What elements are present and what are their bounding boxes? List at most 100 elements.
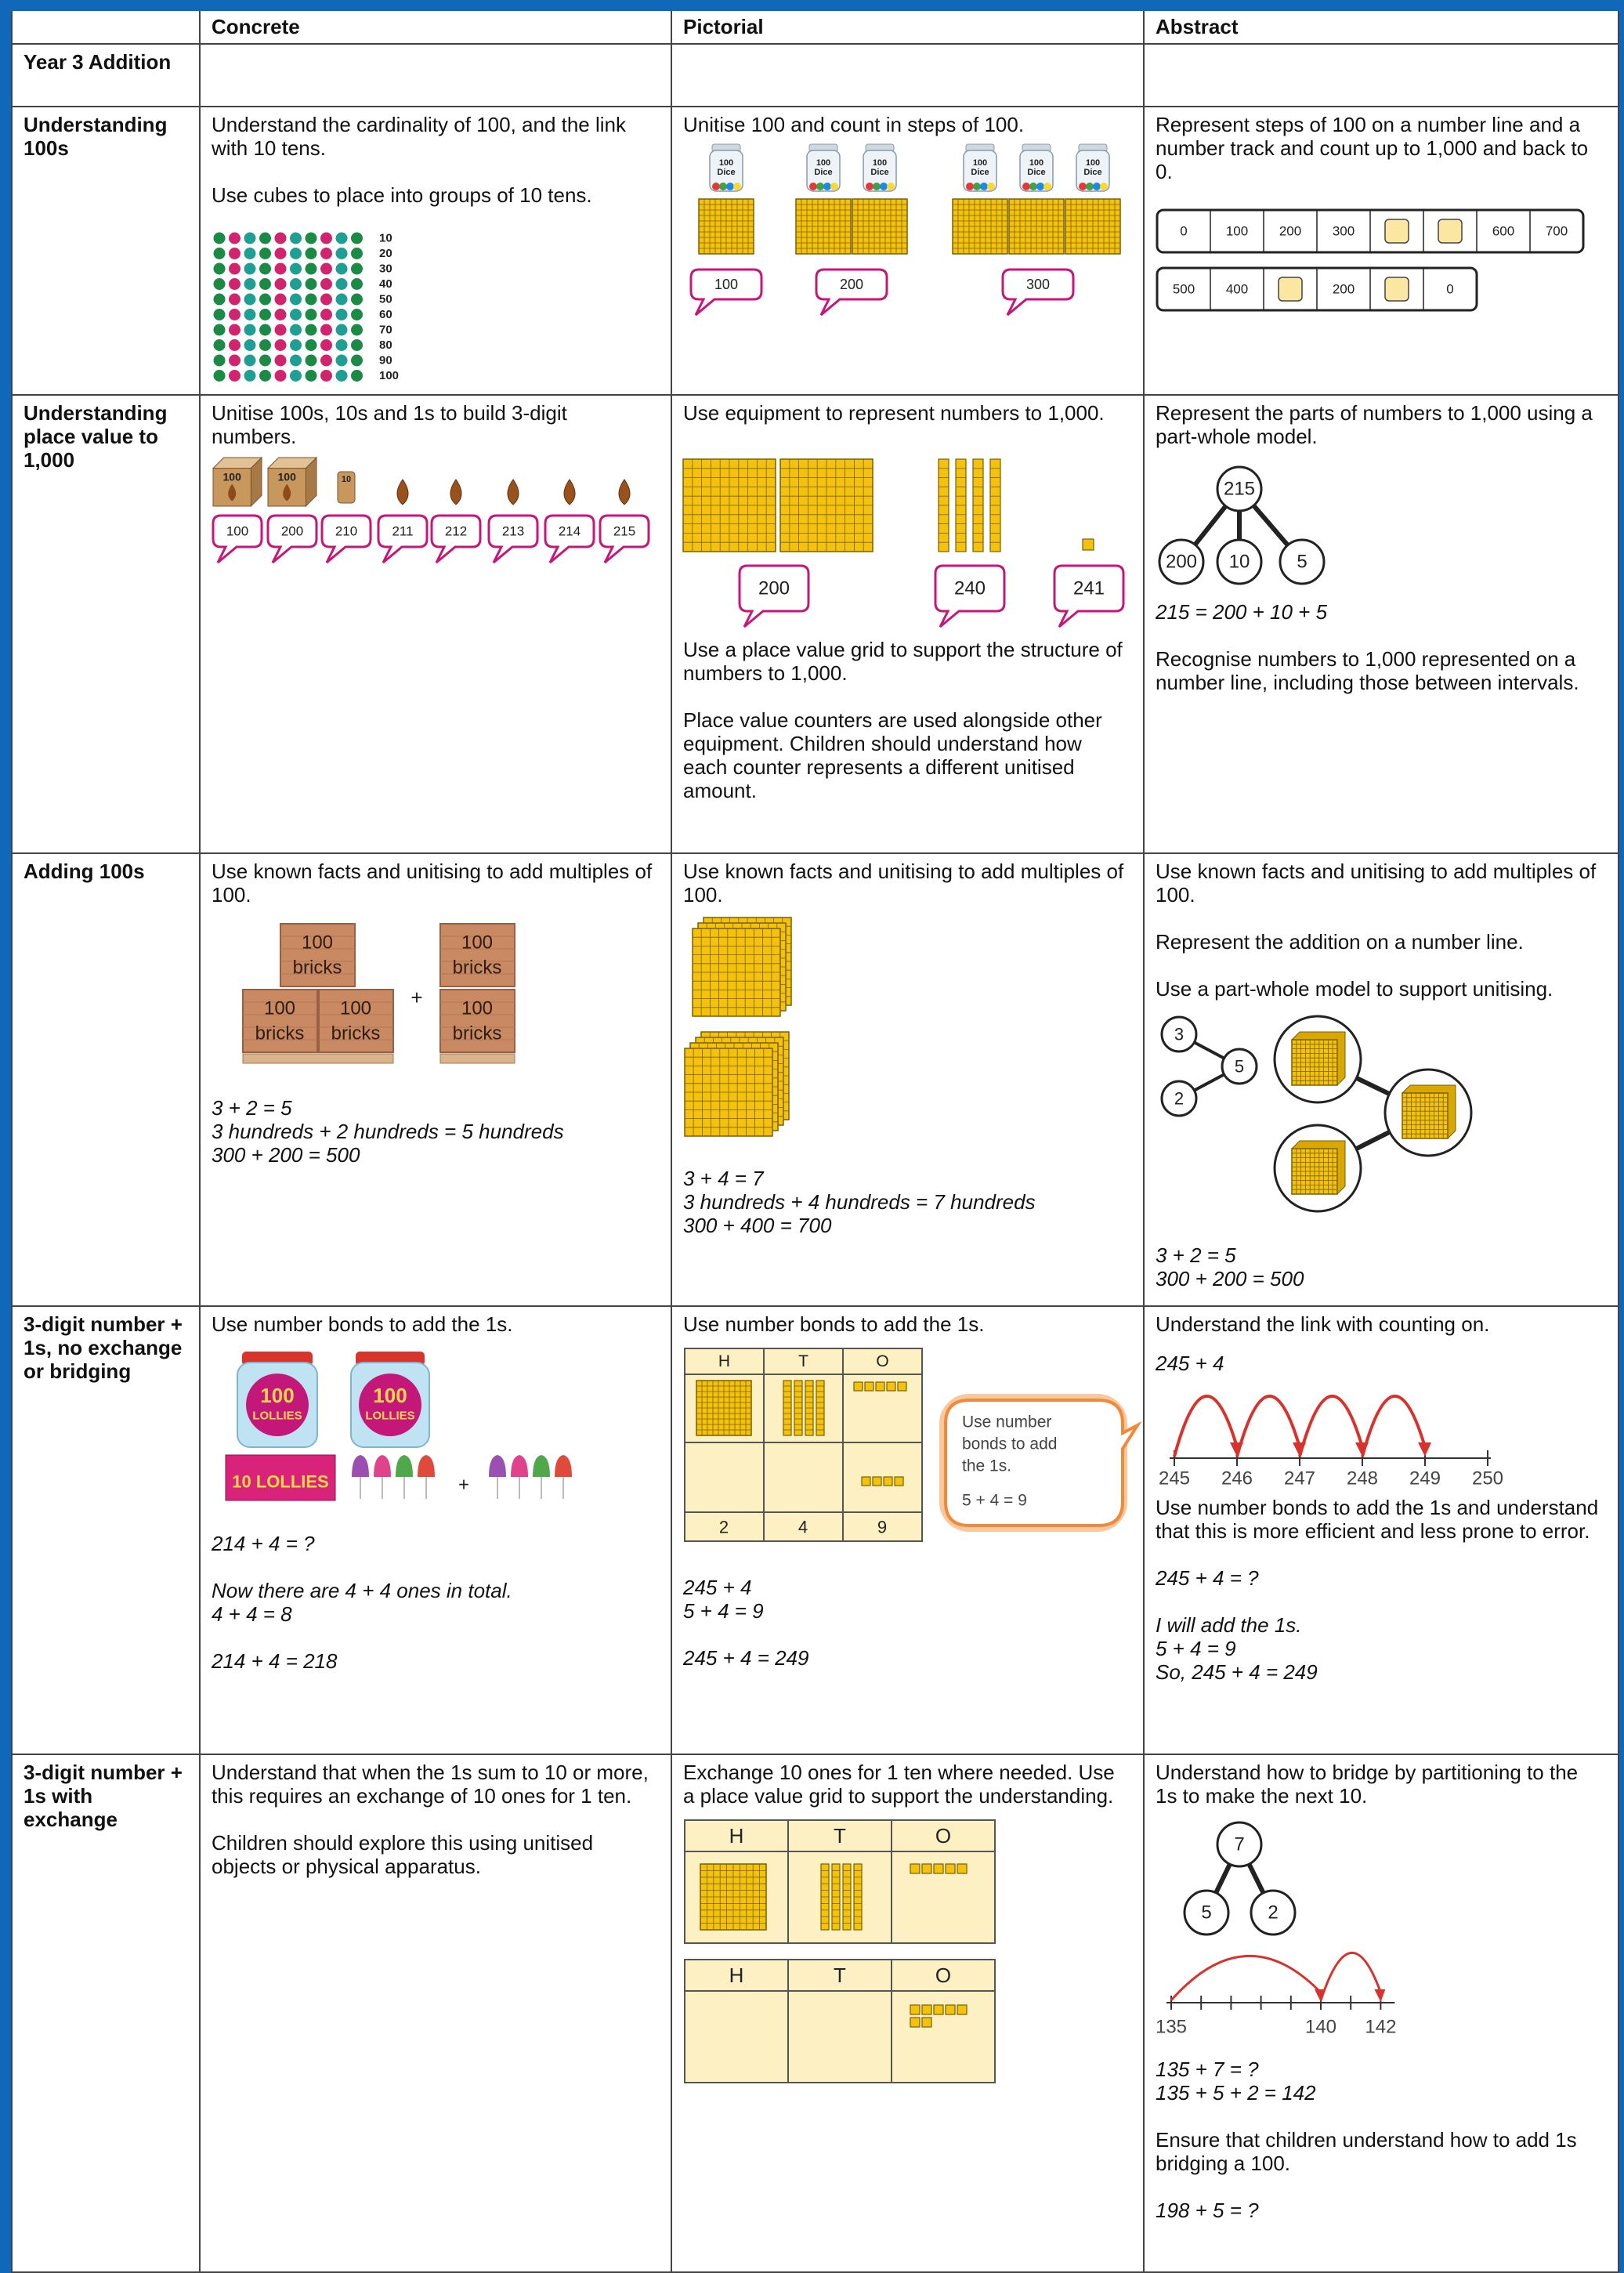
label: 215 [613, 524, 635, 539]
cube [259, 278, 271, 290]
cube [320, 339, 332, 351]
cube [244, 370, 256, 382]
label: 100 [264, 998, 295, 1019]
die [1029, 183, 1037, 190]
cell: Use known facts and unitising to add mul… [201, 854, 672, 1307]
die [823, 183, 831, 190]
equation: 245 + 4 = ? [1156, 1566, 1259, 1590]
one-cube [883, 1476, 893, 1486]
lolly [489, 1455, 506, 1477]
one-cube [945, 2004, 956, 2015]
equation: 245 + 4 [683, 1576, 752, 1599]
equation: 5 + 4 = 9 [683, 1599, 764, 1623]
label: bricks [453, 957, 502, 979]
label: 100 [461, 932, 493, 954]
text: Represent steps of 100 on a number line … [1156, 113, 1589, 183]
label: 100 [973, 158, 987, 168]
one-cube [861, 1476, 871, 1486]
cube [229, 324, 241, 336]
cube [213, 293, 226, 306]
label: O [935, 1824, 951, 1848]
cube [213, 248, 226, 259]
label: T [834, 1824, 846, 1848]
blank-box [1384, 277, 1409, 302]
column-title: Concrete [212, 15, 300, 38]
label: + [411, 986, 422, 1009]
cell: Exchange 10 ones for 1 ten where needed.… [672, 1755, 1145, 2273]
equation: 300 + 400 = 700 [683, 1214, 832, 1237]
speech-bubble [430, 514, 482, 564]
equation: 214 + 4 = ? [212, 1532, 315, 1555]
blank-box [1278, 277, 1303, 302]
cube [351, 232, 363, 244]
label: H [729, 1824, 744, 1848]
onion [228, 483, 237, 501]
cube [259, 370, 271, 382]
hop [1361, 1394, 1427, 1457]
equation: 300 + 200 = 500 [212, 1143, 360, 1167]
cube [244, 293, 256, 306]
cube [335, 309, 348, 320]
speech-bubble [738, 564, 810, 628]
label: 200 [281, 524, 303, 539]
label: LOLLIES [252, 1410, 302, 1423]
blank-box [1438, 219, 1463, 244]
cube [244, 278, 256, 290]
label: 100 [714, 277, 738, 292]
cube [274, 232, 287, 244]
lolly [396, 1455, 413, 1477]
text: Unitise 100s, 10s and 1s to build 3-digi… [212, 401, 567, 448]
speech-bubble [1053, 564, 1125, 628]
label: 7 [1234, 1834, 1244, 1855]
label: Understanding place value to 1,000 [24, 401, 168, 472]
text: Use number bonds to add the 1s. [212, 1312, 513, 1336]
cell: Unitise 100 and count in steps of 100. 1… [672, 107, 1145, 396]
hop [1170, 1955, 1322, 2001]
die [712, 183, 720, 190]
arrowhead [1418, 1442, 1431, 1457]
die [1100, 183, 1108, 190]
label: 211 [392, 524, 413, 539]
label: 212 [445, 524, 467, 539]
label: Dice [814, 168, 832, 177]
cube [351, 339, 363, 351]
brick-pack [439, 989, 515, 1053]
jar [863, 150, 897, 192]
speech-bubble [487, 514, 539, 564]
one-cube [957, 2004, 968, 2015]
row-label: Understanding 100s [13, 107, 201, 396]
die [880, 183, 888, 190]
speech-bubble [377, 514, 429, 564]
cube [351, 278, 363, 290]
label: 3-digit number + 1s with exchange [24, 1761, 183, 1831]
label: 247 [1284, 1468, 1315, 1489]
cube [274, 262, 287, 275]
label: H [729, 1964, 744, 1987]
label: Use number [962, 1413, 1051, 1431]
label: 10 [379, 232, 392, 245]
label: 100 [340, 998, 371, 1019]
cube [351, 370, 363, 382]
label: 200 [758, 578, 790, 599]
cell: Use number bonds to add the 1s. H T O 2 4 9 Us… [672, 1307, 1145, 1755]
die [973, 183, 981, 190]
die [1036, 183, 1044, 190]
label: Dice [717, 168, 735, 177]
label: 200 [840, 277, 863, 292]
label: T [834, 1964, 846, 1987]
onion [283, 483, 291, 501]
cube [335, 324, 348, 336]
one-cube [910, 2017, 921, 2028]
label: 3 [1174, 1025, 1184, 1044]
cube [305, 354, 317, 367]
cube [305, 248, 317, 259]
label: 0 [1180, 224, 1187, 239]
cube [274, 370, 287, 382]
brick-pack [439, 923, 515, 987]
cube [244, 262, 256, 275]
cube [213, 232, 226, 244]
equation: 135 + 5 + 2 = 142 [1156, 2081, 1316, 2105]
label: + [458, 1475, 469, 1496]
cube [351, 354, 363, 367]
brick-pack [242, 989, 318, 1053]
